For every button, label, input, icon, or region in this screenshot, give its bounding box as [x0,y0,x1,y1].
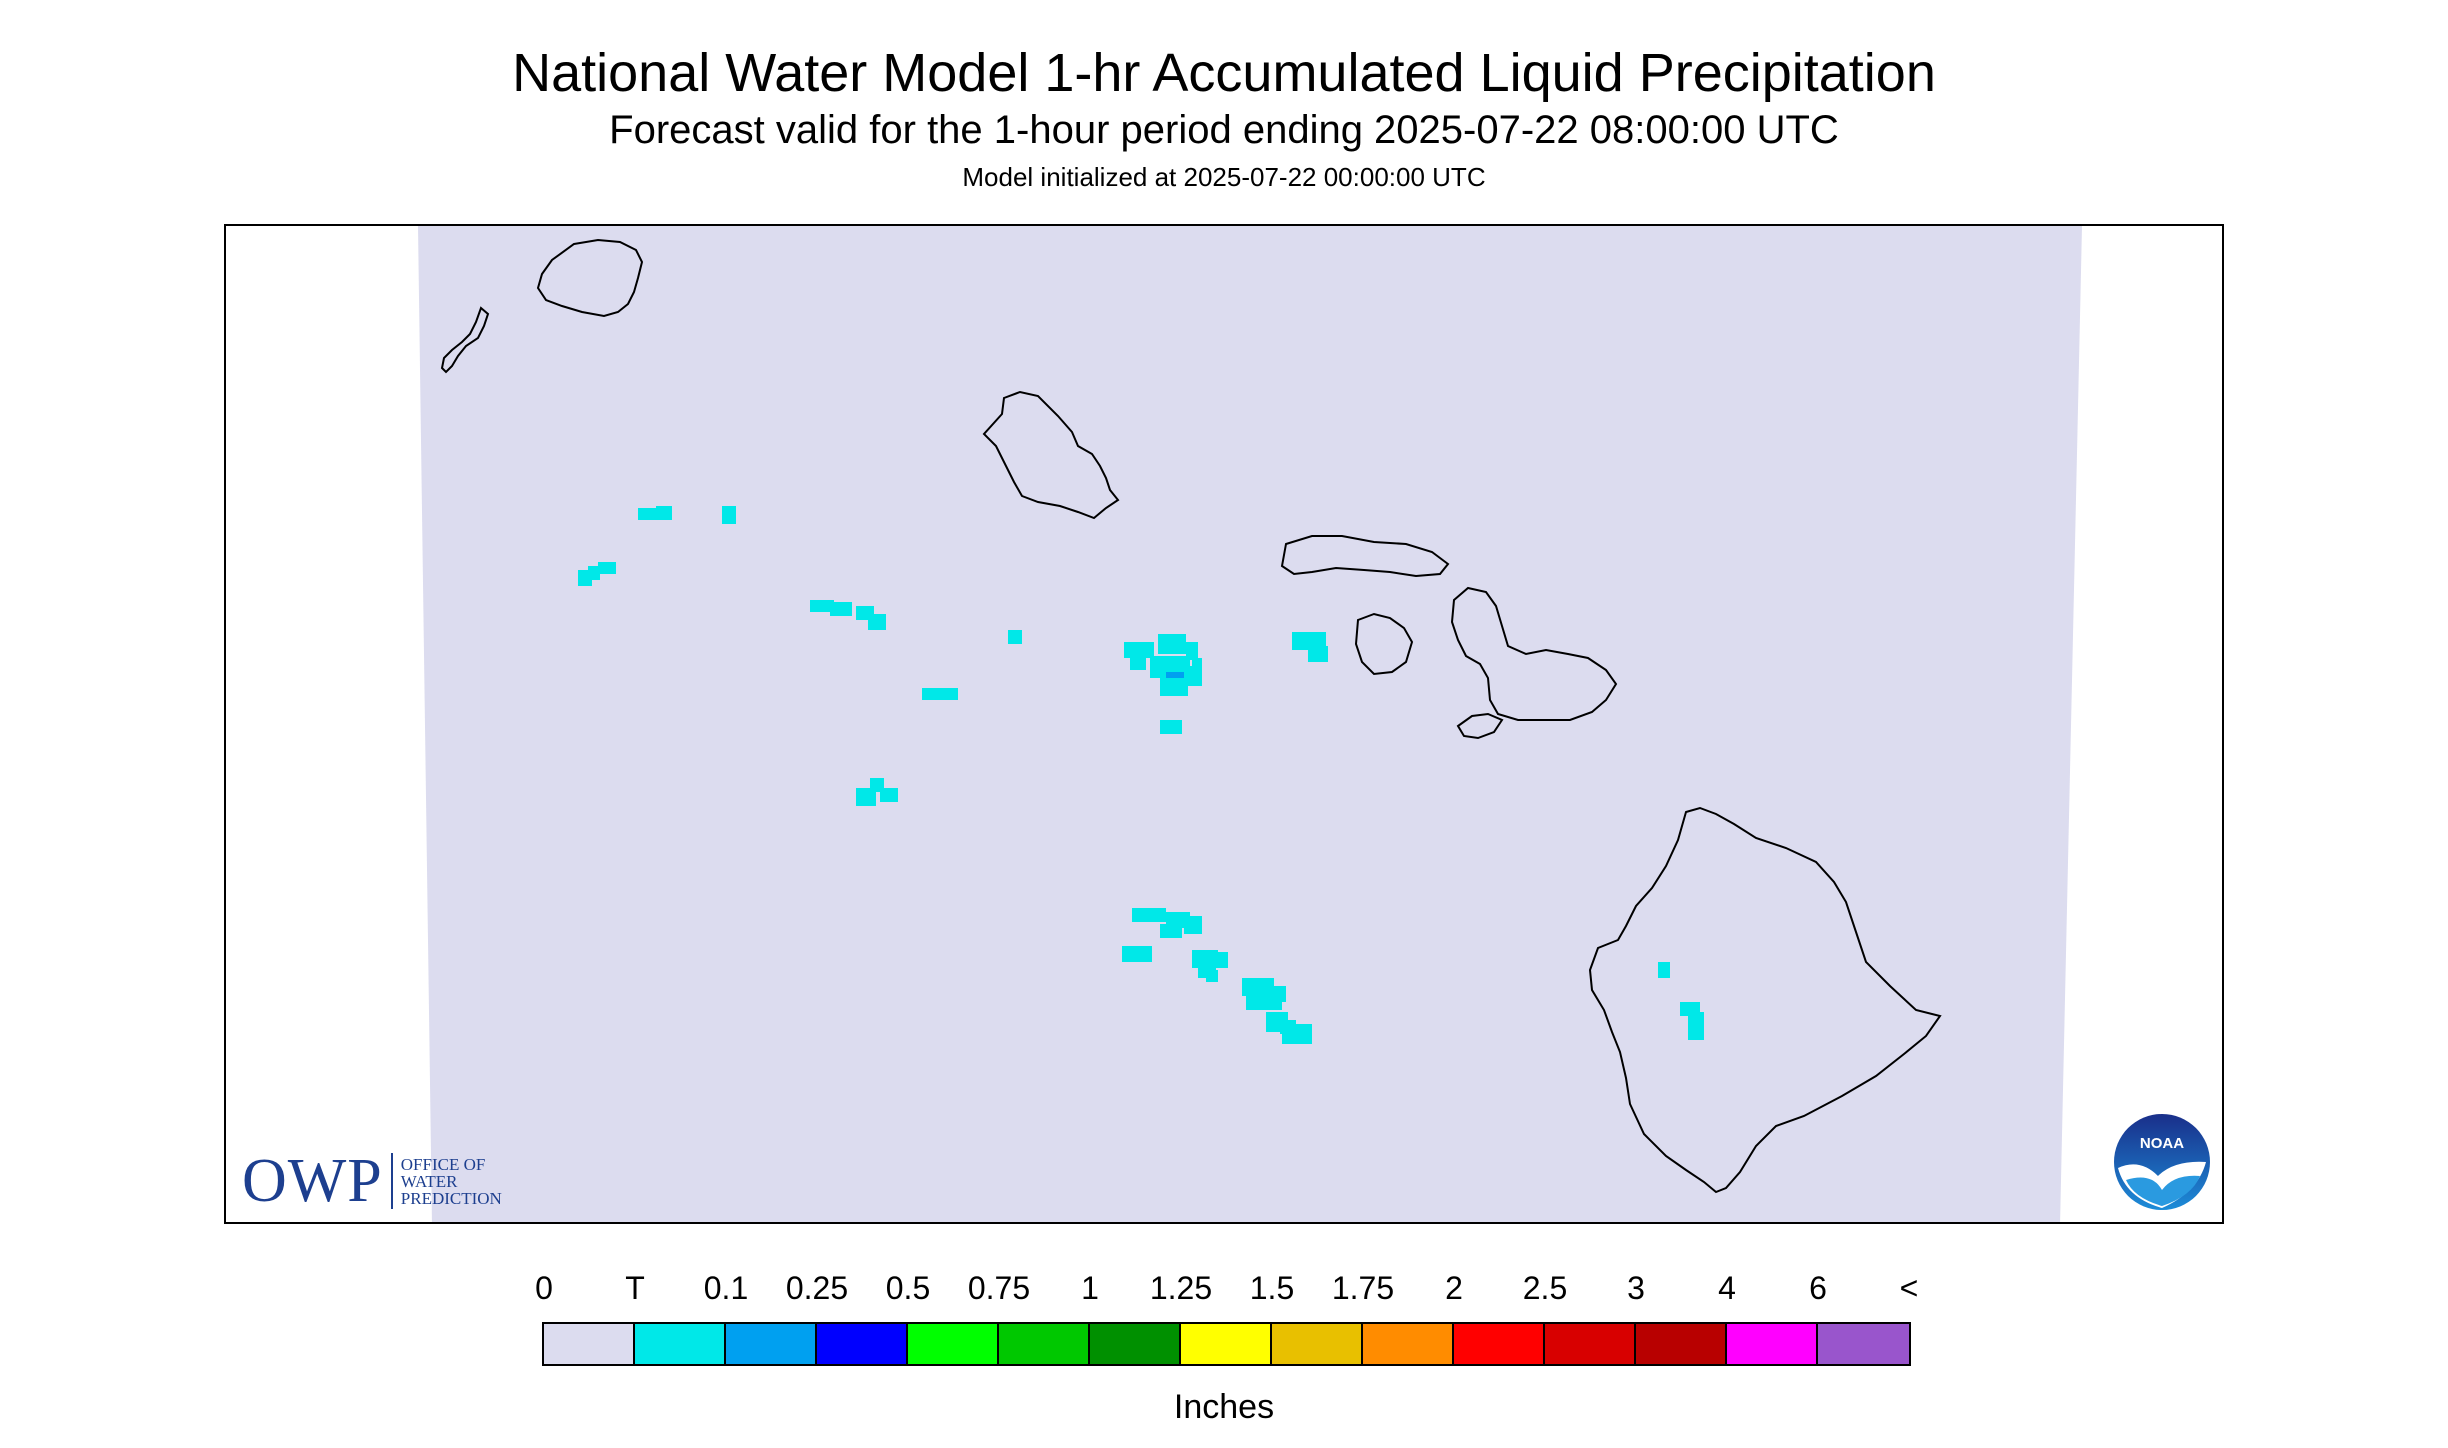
precip-cell-trace [1266,996,1282,1010]
precip-cell-trace [1008,630,1022,644]
owp-logo-text: OFFICE OF WATER PREDICTION [401,1156,502,1207]
owp-logo: OWP OFFICE OF WATER PREDICTION [242,1150,502,1212]
legend-swatch [1272,1324,1363,1364]
precip-cell-trace [1160,676,1188,696]
legend-swatch [726,1324,817,1364]
legend-tick-label: 0.75 [967,1270,1031,1306]
legend-tick-label: 6 [1809,1270,1827,1306]
legend-tick-label: 0 [535,1270,553,1306]
precip-cell-trace [856,788,876,806]
legend-swatch [635,1324,726,1364]
legend-tick-label: 2 [1445,1270,1463,1306]
legend-swatch [1363,1324,1454,1364]
owp-logo-line2: WATER [400,1171,458,1191]
forecast-valid-subtitle: Forecast valid for the 1-hour period end… [609,108,1839,152]
coast-lanai [1354,612,1414,676]
coast-hawaii [1588,806,1942,1194]
owp-logo-line3: PREDICTION [400,1188,502,1208]
precip-cell-trace [722,506,736,524]
legend-tick-label: 1.5 [1249,1270,1295,1306]
legend-tick-label: < [1899,1270,1919,1306]
legend-tick-label: T [625,1270,645,1306]
precip-cell-trace [1308,646,1328,662]
noaa-logo-text: NOAA [2140,1135,2184,1152]
precip-cell-trace [1158,634,1186,654]
precip-cell-trace [1206,970,1218,982]
precip-cell-trace [1132,908,1166,922]
legend-tick-label: 4 [1718,1270,1736,1306]
precip-cell-trace [588,566,600,580]
precip-cells-layer [578,506,1704,1044]
legend-swatch [817,1324,908,1364]
legend-swatch [1181,1324,1272,1364]
precip-cell-trace [1192,658,1202,686]
precip-cell-trace [1160,924,1182,938]
precip-cell-trace [810,600,834,612]
precip-cell-trace [1122,946,1152,962]
map-canvas [418,226,2082,1222]
coast-kahoolawe [1456,712,1504,740]
model-init-line: Model initialized at 2025-07-22 00:00:00… [962,162,1486,192]
owp-logo-line1: OFFICE OF [400,1154,486,1174]
precip-cell-trace [1282,1024,1312,1044]
precip-cell-trace [1246,994,1272,1010]
precip-cell-trace [1160,720,1182,734]
legend-tick-label: 1.75 [1331,1270,1395,1306]
legend-colorbar [542,1322,1911,1366]
precip-cell-trace [1186,642,1198,660]
legend-tick-label: 0.25 [785,1270,849,1306]
legend-swatch [544,1324,635,1364]
legend-tick-label: 2.5 [1522,1270,1568,1306]
coast-niihau [440,306,490,374]
legend-tick-label: 1.25 [1149,1270,1213,1306]
legend-swatch [1636,1324,1727,1364]
legend-units-label: Inches [1173,1388,1275,1426]
model-domain [418,226,2082,1222]
legend-tick-label: 1 [1081,1270,1099,1306]
legend-swatch [1727,1324,1818,1364]
chart-title: National Water Model 1-hr Accumulated Li… [512,43,1936,103]
coast-oahu [982,390,1120,520]
precip-cell-trace [868,614,886,630]
coast-molokai [1280,535,1450,578]
precip-cell-trace [830,602,852,616]
owp-logo-divider [390,1153,393,1209]
precip-cell-trace [638,508,656,520]
legend-labels: 0 T 0.1 0.25 0.5 0.75 1 1.25 1.5 1.75 2 2.5 3 4 6 < [0,1270,2448,1310]
legend-swatch [908,1324,999,1364]
legend-tick-label: 0.5 [885,1270,931,1306]
legend-swatch [1454,1324,1545,1364]
precip-cell-trace [598,562,616,574]
legend-swatch [999,1324,1090,1364]
coast-kauai [536,238,644,318]
precip-cell-trace [1658,962,1670,978]
legend-tick-label: 3 [1627,1270,1645,1306]
precip-cell-trace [1184,916,1202,934]
precipitation-map: OWP OFFICE OF WATER PREDICTION NOAA [224,224,2224,1224]
precip-cell-trace [922,688,958,700]
coastlines [440,238,1942,1194]
owp-logo-mark: OWP [242,1147,383,1215]
coast-maui [1450,586,1618,721]
legend-swatch [1545,1324,1636,1364]
precip-cell-trace [1242,978,1274,996]
precip-cell-trace [1292,632,1326,650]
precip-cell-trace [1688,1012,1704,1040]
legend-swatch [1818,1324,1909,1364]
legend-swatch [1090,1324,1181,1364]
precip-cell-trace [880,788,898,802]
legend-tick-label: 0.1 [703,1270,749,1306]
precip-cell-0.1 [1166,672,1184,678]
noaa-seagull-logo: NOAA [2114,1114,2210,1210]
precip-cell-trace [1130,652,1146,670]
precip-cell-trace [656,506,672,520]
